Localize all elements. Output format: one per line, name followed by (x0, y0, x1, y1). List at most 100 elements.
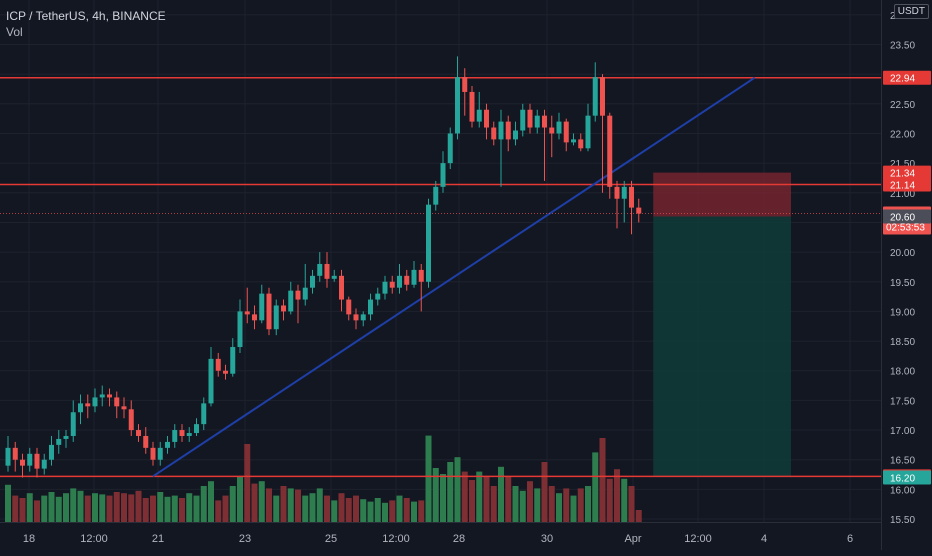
candle-body (63, 435, 69, 439)
candle-body (476, 109, 482, 122)
price-tick-label: 20.00 (890, 248, 915, 259)
volume-bar (447, 462, 454, 522)
volume-bar (599, 438, 606, 522)
volume-bar (309, 493, 316, 522)
volume-bar (222, 495, 229, 522)
volume-bar (150, 495, 156, 522)
volume-bar (251, 483, 258, 522)
price-tick-label: 22.00 (890, 129, 915, 140)
candle-body (585, 115, 591, 149)
price-label-bg (883, 70, 931, 85)
volume-bar (606, 478, 613, 522)
volume-bar (621, 478, 628, 522)
candle-body (179, 430, 185, 436)
volume-bar (84, 495, 91, 522)
volume-bar (106, 495, 113, 522)
time-tick-label: 28 (453, 533, 465, 545)
volume-bar (99, 494, 106, 522)
volume-bar (200, 486, 207, 522)
candle-body (346, 299, 352, 315)
volume-bar (331, 500, 338, 522)
price-label-bg (883, 177, 931, 192)
candle-body (317, 263, 323, 276)
candle-body (27, 453, 33, 466)
candle-body (353, 314, 359, 321)
candle-body (49, 444, 54, 460)
volume-bar (635, 510, 642, 522)
volume-bar (128, 494, 135, 522)
time-axis[interactable]: 18 12:00 21 23 25 12:00 28 30 Apr 12:00 4 6 (0, 523, 881, 551)
candle-body (172, 430, 178, 442)
candle-body (549, 127, 555, 134)
candle-body (165, 441, 170, 448)
candle-body (368, 299, 373, 315)
volume-bar (135, 490, 142, 522)
time-tick-label: 12:00 (382, 533, 410, 545)
candle-body (136, 430, 141, 436)
candle-body (469, 91, 475, 122)
price-tick-label: 19.00 (890, 307, 915, 318)
volume-bar (382, 502, 388, 522)
candle-body (273, 305, 279, 330)
price-tick-label: 17.50 (890, 396, 915, 407)
candle-body (447, 133, 453, 164)
volume-bar (345, 498, 352, 522)
volume-value-label-bg (883, 470, 931, 485)
entry-price-label: 20.60 (890, 213, 915, 224)
volume-bar (418, 500, 425, 522)
volume-bar (273, 495, 280, 522)
volume-bar (34, 500, 40, 522)
candle-body (592, 77, 598, 116)
candle-body (41, 459, 47, 469)
candle-body (310, 275, 315, 288)
time-tick-label: 21 (152, 533, 164, 545)
candle-body (194, 424, 199, 434)
candle-body (128, 409, 134, 431)
candle-body (78, 403, 83, 413)
currency-badge[interactable]: USDT (893, 4, 929, 19)
price-tick-label: 22.50 (890, 100, 915, 111)
price-label: 21.14 (890, 180, 915, 191)
candle-body (244, 311, 250, 315)
candle-body (404, 275, 410, 285)
volume-bar (585, 486, 591, 522)
chart-pane[interactable]: ICP / TetherUS, 4h, BINANCE Vol (0, 0, 881, 522)
candle-body (99, 394, 105, 398)
volume-bar (171, 495, 178, 522)
candle-body (375, 293, 381, 300)
candle-body (114, 397, 120, 407)
volume-bar (556, 493, 562, 522)
price-scale[interactable]: 24.0023.5023.0022.5022.0021.5021.0020.50… (881, 0, 932, 550)
volume-bar (498, 466, 504, 522)
volume-bar (396, 495, 403, 522)
price-tick-label: 18.50 (890, 337, 915, 348)
candle-body (418, 269, 424, 282)
candle-body (302, 287, 308, 300)
chart-legend: ICP / TetherUS, 4h, BINANCE Vol (6, 8, 166, 40)
price-axis[interactable]: 24.0023.5023.0022.5022.0021.5021.0020.50… (882, 0, 932, 550)
volume-bar (92, 493, 98, 522)
volume-bar (519, 490, 526, 522)
time-tick-label: 6 (847, 533, 853, 545)
volume-bar (628, 486, 635, 522)
candle-body (621, 186, 627, 199)
volume-bar (338, 493, 345, 522)
volume-bar (295, 489, 301, 522)
candle-body (484, 109, 489, 128)
time-scale[interactable]: 18 12:00 21 23 25 12:00 28 30 Apr 12:00 4 6 (0, 522, 881, 551)
candle-body (324, 263, 330, 279)
candle-body (426, 204, 431, 282)
volume-bar (324, 495, 330, 522)
candle-body (440, 163, 446, 187)
candle-body (186, 433, 192, 436)
candle-body (331, 275, 337, 279)
candle-body (462, 77, 468, 92)
candlestick-chart[interactable] (0, 0, 881, 522)
candle-body (513, 130, 518, 140)
candle-body (520, 109, 526, 131)
candle-body (607, 115, 613, 187)
candle-body (56, 438, 62, 445)
volume-bar (237, 476, 243, 522)
candle-body (295, 290, 301, 300)
volume-bar (541, 462, 548, 522)
